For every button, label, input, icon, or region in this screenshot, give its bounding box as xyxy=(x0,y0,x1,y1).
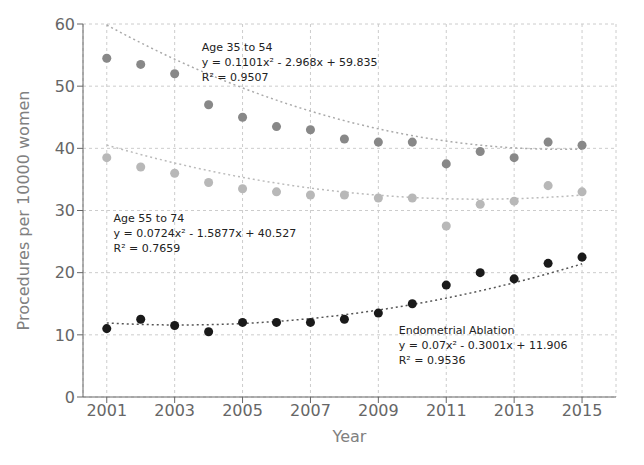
svg-text:2015: 2015 xyxy=(562,401,603,420)
svg-text:60: 60 xyxy=(55,15,75,34)
svg-text:2007: 2007 xyxy=(290,401,331,420)
svg-text:2005: 2005 xyxy=(222,401,263,420)
svg-text:Endometrial Ablationy = 0.07x²: Endometrial Ablationy = 0.07x² - 0.3001x… xyxy=(399,324,568,367)
svg-text:2013: 2013 xyxy=(494,401,535,420)
svg-text:2001: 2001 xyxy=(86,401,127,420)
svg-text:50: 50 xyxy=(55,77,75,96)
svg-text:Procedures per 10000 women: Procedures per 10000 women xyxy=(14,91,33,331)
svg-text:2003: 2003 xyxy=(154,401,195,420)
svg-text:20: 20 xyxy=(55,263,75,282)
svg-text:Age 35 to 54y = 0.1101x² - 2.9: Age 35 to 54y = 0.1101x² - 2.968x + 59.8… xyxy=(202,41,378,84)
svg-text:2011: 2011 xyxy=(426,401,467,420)
svg-text:2009: 2009 xyxy=(358,401,399,420)
svg-text:40: 40 xyxy=(55,139,75,158)
svg-text:Age 55 to 74y = 0.0724x² - 1.5: Age 55 to 74y = 0.0724x² - 1.5877x + 40.… xyxy=(114,212,297,255)
svg-text:30: 30 xyxy=(55,201,75,220)
svg-text:0: 0 xyxy=(65,388,75,407)
svg-text:10: 10 xyxy=(55,326,75,345)
svg-text:Year: Year xyxy=(332,427,367,446)
